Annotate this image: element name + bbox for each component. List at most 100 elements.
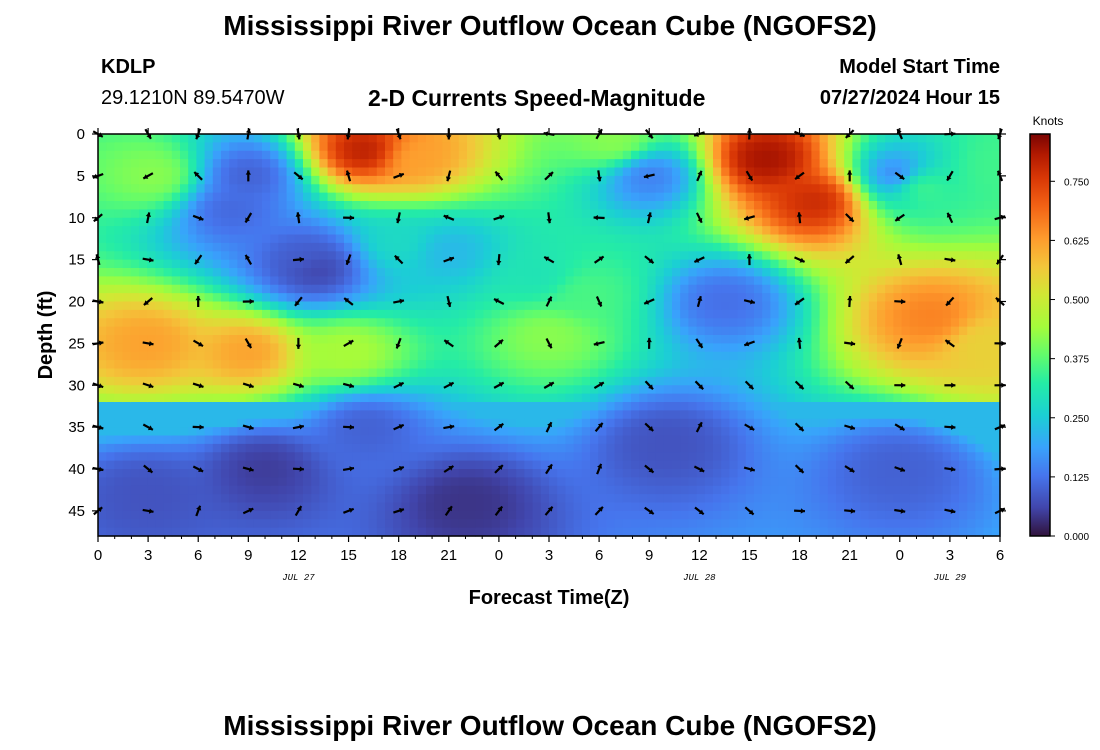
heatmap-cell — [475, 393, 484, 403]
heatmap-cell — [491, 209, 501, 219]
heatmap-cell — [475, 527, 484, 537]
heatmap-cell — [934, 134, 944, 143]
heatmap-cell — [426, 360, 435, 370]
heatmap-cell — [458, 309, 468, 319]
heatmap-cell — [549, 343, 558, 353]
heatmap-cell — [696, 134, 706, 143]
heatmap-cell — [434, 343, 443, 353]
heatmap-cell — [270, 376, 279, 386]
heatmap-cell — [467, 192, 476, 202]
heatmap-cell — [696, 150, 706, 160]
heatmap-cell — [516, 527, 525, 537]
heatmap-cell — [385, 519, 394, 529]
heatmap-cell — [565, 402, 575, 411]
heatmap-cell — [942, 494, 952, 504]
heatmap-cell — [868, 209, 878, 219]
heatmap-cell — [704, 335, 714, 344]
heatmap-cell — [344, 251, 353, 261]
heatmap-cell — [704, 376, 714, 386]
heatmap-cell — [934, 402, 944, 411]
heatmap-cell — [655, 150, 665, 160]
heatmap-cell — [737, 284, 747, 294]
heatmap-cell — [680, 184, 689, 194]
heatmap-cell — [155, 284, 165, 294]
heatmap-cell — [270, 167, 279, 177]
heatmap-cell — [631, 134, 640, 143]
heatmap-cell — [335, 293, 345, 303]
heatmap-cell — [229, 226, 238, 236]
heatmap-cell — [614, 201, 624, 210]
heatmap-cell — [426, 293, 435, 303]
heatmap-cell — [409, 234, 419, 244]
heatmap-cell — [376, 175, 386, 185]
heatmap-cell — [942, 293, 952, 303]
heatmap-cell — [278, 485, 288, 495]
heatmap-cell — [360, 184, 370, 194]
heatmap-cell — [286, 402, 296, 411]
heatmap-cell — [237, 385, 247, 395]
heatmap-cell — [647, 159, 657, 169]
heatmap-cell — [262, 175, 271, 185]
heatmap-cell — [786, 443, 796, 453]
heatmap-cell — [434, 192, 443, 202]
heatmap-cell — [655, 343, 665, 353]
heatmap-cell — [557, 142, 566, 152]
heatmap-cell — [155, 142, 165, 152]
heatmap-cell — [754, 452, 763, 462]
heatmap-cell — [811, 402, 821, 411]
heatmap-cell — [852, 134, 862, 143]
heatmap-cell — [680, 435, 689, 445]
heatmap-cell — [303, 226, 312, 236]
heatmap-cell — [147, 527, 156, 537]
heatmap-cell — [795, 318, 804, 328]
heatmap-cell — [803, 134, 812, 143]
heatmap-cell — [385, 485, 394, 495]
heatmap-cell — [663, 460, 673, 470]
heatmap-cell — [180, 318, 189, 328]
heatmap-cell — [909, 335, 919, 344]
heatmap-cell — [680, 251, 689, 261]
heatmap-cell — [106, 485, 115, 495]
heatmap-cell — [262, 410, 271, 420]
heatmap-cell — [803, 519, 812, 529]
heatmap-cell — [721, 494, 730, 504]
heatmap-cell — [253, 393, 263, 403]
heatmap-cell — [344, 209, 353, 219]
heatmap-cell — [130, 502, 140, 512]
heatmap-cell — [122, 217, 132, 227]
heatmap-cell — [155, 318, 165, 328]
heatmap-cell — [508, 502, 517, 512]
heatmap-cell — [877, 477, 886, 487]
heatmap-cell — [581, 477, 591, 487]
heatmap-cell — [524, 284, 534, 294]
heatmap-cell — [655, 510, 665, 520]
heatmap-cell — [278, 393, 288, 403]
heatmap-cell — [540, 293, 550, 303]
heatmap-cell — [294, 309, 304, 319]
heatmap-cell — [286, 368, 296, 378]
heatmap-cell — [450, 335, 460, 344]
heatmap-cell — [229, 159, 238, 169]
heatmap-cell — [221, 242, 230, 252]
heatmap-cell — [303, 368, 312, 378]
heatmap-cell — [409, 167, 419, 177]
heatmap-cell — [270, 217, 279, 227]
heatmap-cell — [926, 242, 935, 252]
heatmap-cell — [672, 343, 681, 353]
heatmap-cell — [795, 276, 804, 286]
heatmap-cell — [147, 251, 156, 261]
heatmap-cell — [893, 510, 903, 520]
heatmap-cell — [442, 326, 452, 336]
heatmap-cell — [942, 234, 952, 244]
heatmap-cell — [926, 301, 935, 311]
heatmap-cell — [147, 217, 156, 227]
heatmap-cell — [319, 326, 329, 336]
heatmap-cell — [581, 343, 591, 353]
heatmap-cell — [532, 209, 542, 219]
heatmap-cell — [786, 343, 796, 353]
heatmap-cell — [368, 360, 378, 370]
heatmap-cell — [704, 259, 714, 269]
heatmap-cell — [885, 502, 894, 512]
heatmap-cell — [729, 259, 739, 269]
heatmap-cell — [204, 276, 214, 286]
